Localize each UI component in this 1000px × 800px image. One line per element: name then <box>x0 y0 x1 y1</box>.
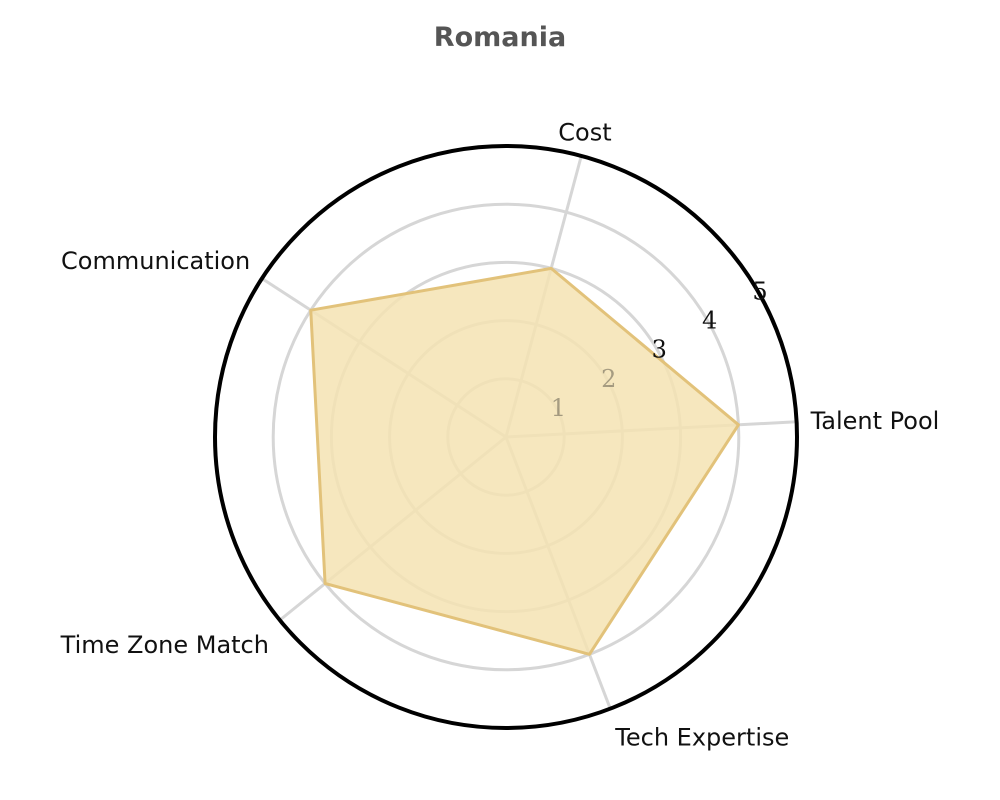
outer-ring <box>213 144 799 730</box>
axis-label-1: Cost <box>558 118 611 146</box>
radial-tick-label: 3 <box>652 336 667 364</box>
series-polygon-0 <box>309 266 740 656</box>
axis-label-3: Time Zone Match <box>60 631 269 659</box>
radial-tick-label: 2 <box>601 365 616 393</box>
axis-label-0: Talent Pool <box>810 407 940 435</box>
axis-label-2: Communication <box>61 247 250 275</box>
radial-tick-label: 5 <box>752 278 767 306</box>
chart-title: Romania <box>433 22 567 53</box>
radial-tick-label: 4 <box>702 307 717 335</box>
radial-tick-label: 1 <box>551 394 566 422</box>
axis-label-4: Tech Expertise <box>614 724 789 752</box>
grid-ring-4 <box>271 202 741 672</box>
